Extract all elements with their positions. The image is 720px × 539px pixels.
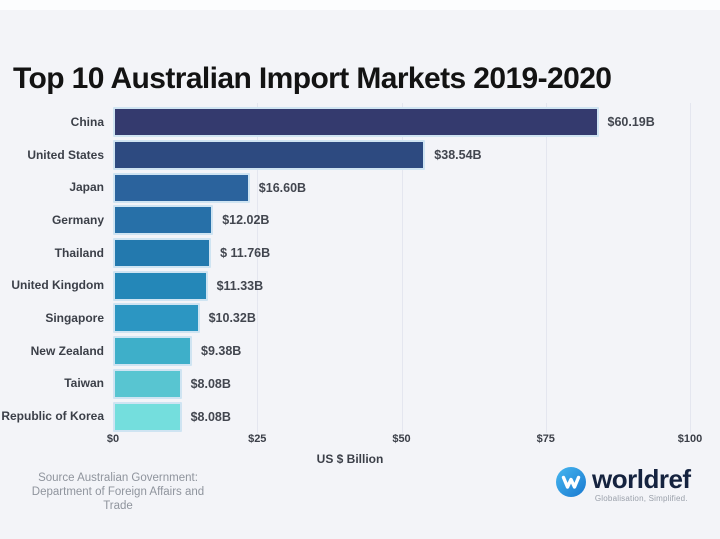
bar: [113, 270, 208, 301]
source-line-2: Department of Foreign Affairs and Trade: [31, 486, 205, 512]
bar-row: New Zealand $9.38B: [0, 335, 720, 368]
bar: [113, 336, 192, 367]
axis-tick-label: $25: [248, 433, 267, 445]
category-label: Taiwan: [64, 376, 104, 391]
category-label: Japan: [69, 180, 104, 195]
bar-row: United States $38.54B: [0, 139, 720, 172]
source-note: Source Australian Government: Department…: [28, 471, 208, 513]
bar: [113, 172, 250, 203]
logo-tagline: Globalisation, Simplified.: [594, 494, 688, 503]
gridline: [690, 103, 691, 433]
bar: [113, 238, 212, 269]
bar: [113, 401, 182, 432]
value-label: $38.54B: [434, 148, 482, 163]
bar-row: United Kingdom $11.33B: [0, 269, 720, 302]
category-label: New Zealand: [30, 343, 104, 358]
bar-row: Republic of Korea $8.08B: [0, 400, 720, 433]
category-label: United States: [27, 147, 104, 162]
value-label: $9.38B: [201, 344, 242, 359]
chart-title: Top 10 Australian Import Markets 2019-20…: [13, 62, 612, 96]
source-line-1: Source Australian Government:: [38, 472, 198, 484]
top-strip: [0, 0, 720, 10]
value-label: $8.08B: [190, 376, 231, 391]
bar-row: China $60.19B: [0, 106, 720, 139]
value-label: $11.33B: [216, 278, 264, 293]
bar: [113, 303, 200, 334]
bar-row: Taiwan $8.08B: [0, 368, 720, 401]
gridline: [401, 103, 403, 433]
bar-rows: China $60.19B United States $38.54B Japa…: [0, 106, 720, 433]
category-label: Thailand: [54, 245, 104, 260]
bar-row: Japan $16.60B: [0, 171, 720, 204]
axis-tick-label: $0: [106, 433, 120, 445]
axis-tick-label: $50: [392, 433, 411, 445]
value-label: $16.60B: [258, 180, 307, 195]
x-axis: $0 $25 $50 $75 $100: [0, 433, 720, 449]
category-label: Republic of Korea: [1, 409, 104, 424]
value-label: $60.19B: [607, 115, 655, 130]
bar: [113, 107, 599, 138]
worldref-mark-icon: [556, 467, 586, 497]
category-label: Singapore: [45, 310, 104, 325]
bar-row: Singapore $10.32B: [0, 302, 720, 335]
axis-tick-label: $75: [536, 433, 555, 445]
logo-name: worldref: [592, 464, 691, 494]
gridline: [545, 103, 547, 433]
value-label: $ 11.76B: [220, 246, 271, 261]
category-label: China: [70, 114, 104, 129]
value-label: $10.32B: [208, 311, 256, 326]
bar-row: Germany $12.02B: [0, 204, 720, 237]
bar: [113, 140, 426, 171]
axis-tick-label: $100: [677, 433, 703, 445]
bar: [113, 368, 182, 399]
axis-title: US $ Billion: [316, 452, 384, 466]
category-label: United Kingdom: [11, 278, 104, 293]
bar-row: Thailand $ 11.76B: [0, 237, 720, 270]
worldref-logo: worldref Globalisation, Simplified.: [555, 464, 691, 503]
category-label: Germany: [51, 212, 104, 227]
bar: [113, 205, 214, 236]
gridline: [257, 103, 259, 433]
value-label: $12.02B: [222, 213, 270, 228]
value-label: $8.08B: [190, 409, 231, 424]
